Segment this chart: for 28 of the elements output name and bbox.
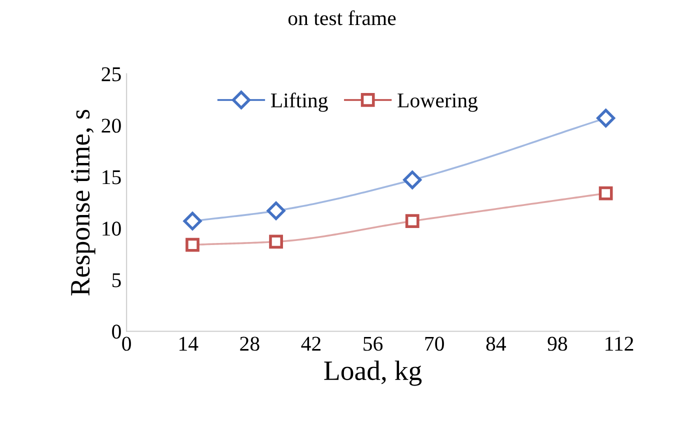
y-tick-label: 10 xyxy=(102,222,121,236)
y-axis-title: Response time, s xyxy=(70,110,96,296)
point xyxy=(186,238,200,252)
y-tick-label: 20 xyxy=(102,118,121,133)
y-tick-label: 0 xyxy=(112,324,121,339)
point xyxy=(266,202,286,220)
x-tick-label: 56 xyxy=(364,336,383,351)
x-tick-label: 42 xyxy=(301,336,320,351)
point xyxy=(403,170,422,190)
x-tick-label: 70 xyxy=(425,336,444,351)
point xyxy=(269,234,283,249)
x-tick-label: 0 xyxy=(122,336,131,351)
y-tick-label: 15 xyxy=(102,170,121,184)
legend-label: Lowering xyxy=(398,93,478,112)
point xyxy=(596,108,616,128)
point xyxy=(183,212,202,230)
x-tick-label: 112 xyxy=(606,336,634,351)
legend-label: Lifting xyxy=(270,92,328,112)
y-tick-label: 25 xyxy=(102,67,121,82)
x-tick-label: 28 xyxy=(240,336,260,351)
x-tick-label: 84 xyxy=(486,336,506,351)
x-tick-label: 14 xyxy=(180,336,198,351)
y-tick-label: 5 xyxy=(112,273,121,288)
x-axis-title: Load, kg xyxy=(324,360,422,386)
point xyxy=(405,214,420,228)
point xyxy=(598,186,613,200)
chart-title: on test frame xyxy=(288,10,396,26)
x-tick-label: 98 xyxy=(548,336,568,351)
